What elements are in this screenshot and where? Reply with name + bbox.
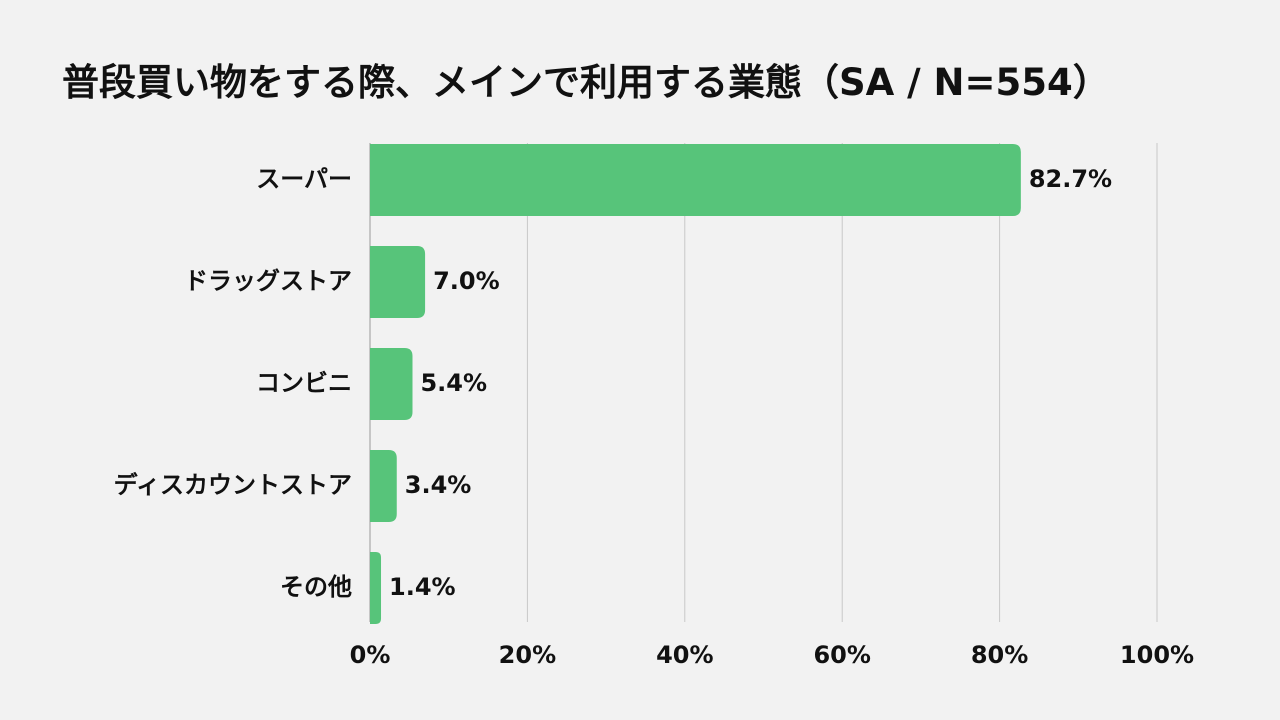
bar-4	[370, 450, 397, 522]
value-label-4: 3.4%	[405, 471, 472, 499]
category-label-5: その他	[280, 573, 352, 601]
value-labels: 82.7% 7.0% 5.4% 3.4% 1.4%	[389, 165, 1112, 601]
gridlines	[369, 143, 1158, 622]
x-tick-label-80: 80%	[971, 641, 1028, 669]
bar-1	[370, 144, 1021, 216]
bar-2	[370, 246, 426, 318]
x-tick-label-40: 40%	[656, 641, 713, 669]
x-tick-label-100: 100%	[1120, 641, 1194, 669]
x-tick-labels: 0% 20% 40% 60% 80% 100%	[350, 641, 1194, 669]
value-label-2: 7.0%	[433, 267, 500, 295]
bars	[370, 144, 1021, 624]
value-label-5: 1.4%	[389, 573, 456, 601]
x-tick-label-60: 60%	[813, 641, 870, 669]
category-label-2: ドラッグストア	[184, 267, 352, 295]
category-label-3: コンビニ	[256, 369, 352, 397]
category-label-4: ディスカウントストア	[114, 471, 352, 499]
bar-5	[370, 552, 382, 624]
value-label-1: 82.7%	[1029, 165, 1112, 193]
x-tick-label-20: 20%	[499, 641, 556, 669]
value-label-3: 5.4%	[420, 369, 487, 397]
chart-title: 普段買い物をする際、メインで利用する業態（SA / N=554）	[62, 61, 1110, 104]
category-label-1: スーパー	[256, 165, 352, 193]
bar-3	[370, 348, 413, 420]
x-tick-label-0: 0%	[350, 641, 391, 669]
